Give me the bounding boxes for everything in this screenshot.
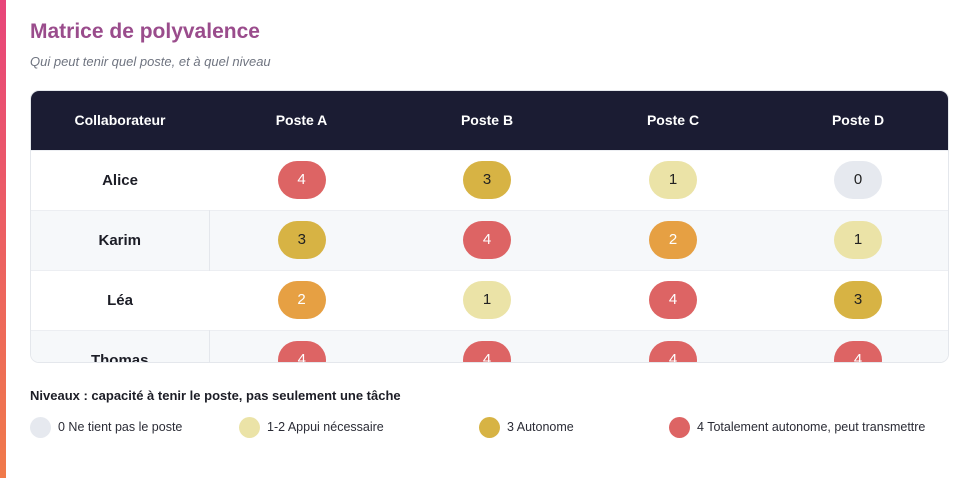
column-header-poste-b: Poste B	[460, 112, 514, 129]
page-subtitle: Qui peut tenir quel poste, et à quel niv…	[30, 54, 271, 69]
swatch-level-0	[30, 416, 51, 438]
level-badge: 4	[834, 341, 882, 362]
level-badge: 4	[277, 341, 326, 362]
legend-label: 4 Totalement autonome, peut transmettre	[697, 420, 926, 434]
swatch-level-4	[669, 416, 690, 438]
column-header-collaborateur: Collaborateur	[74, 112, 166, 129]
legend-item-level-0: 0 Ne tient pas le poste	[30, 416, 182, 438]
level-badge: 4	[649, 281, 697, 319]
swatch-level-1-2	[239, 416, 260, 438]
level-badge: 1	[834, 221, 882, 259]
level-badge: 2	[277, 281, 326, 319]
legend-item-level-3: 3 Autonome	[479, 416, 574, 438]
swatch-level-3	[479, 416, 500, 438]
column-header-poste-a: Poste A	[275, 112, 328, 129]
table-row: Karim 3 4 2 1	[31, 210, 948, 270]
level-badge: 0	[834, 161, 882, 199]
table-row: Léa 2 1 4 3	[31, 270, 948, 330]
column-header-poste-d: Poste D	[831, 112, 885, 129]
legend-label: 0 Ne tient pas le poste	[58, 420, 183, 434]
level-badge: 3	[463, 161, 511, 199]
legend-label: 3 Autonome	[507, 420, 574, 434]
level-badge: 1	[649, 161, 697, 199]
collaborator-name: Karim	[31, 210, 210, 270]
level-badge: 4	[649, 341, 697, 362]
table-header-row: Collaborateur Poste A Poste B Poste C Po…	[31, 91, 948, 150]
level-badge: 2	[649, 221, 697, 259]
level-badge: 4	[463, 341, 511, 362]
level-badge: 4	[463, 221, 511, 259]
left-accent-bar	[0, 0, 6, 478]
table-row: Alice 4 3 1 0	[31, 150, 948, 210]
legend-label: 1-2 Appui nécessaire	[267, 420, 384, 434]
column-header-poste-c: Poste C	[646, 112, 700, 129]
collaborator-name: Thomas	[31, 330, 210, 362]
legend-item-level-4: 4 Totalement autonome, peut transmettre	[669, 416, 925, 438]
table-row: Thomas 4 4 4 4	[31, 330, 948, 362]
skills-matrix-table: Collaborateur Poste A Poste B Poste C Po…	[30, 90, 949, 363]
collaborator-name: Léa	[107, 291, 133, 309]
level-badge: 1	[463, 281, 511, 319]
level-badge: 4	[277, 161, 326, 199]
level-badge: 3	[834, 281, 882, 319]
legend-title: Niveaux : capacité à tenir le poste, pas…	[30, 388, 401, 403]
page-title: Matrice de polyvalence	[30, 20, 260, 43]
level-badge: 3	[277, 221, 326, 259]
legend-item-level-1-2: 1-2 Appui nécessaire	[239, 416, 384, 438]
collaborator-name: Alice	[102, 171, 138, 189]
